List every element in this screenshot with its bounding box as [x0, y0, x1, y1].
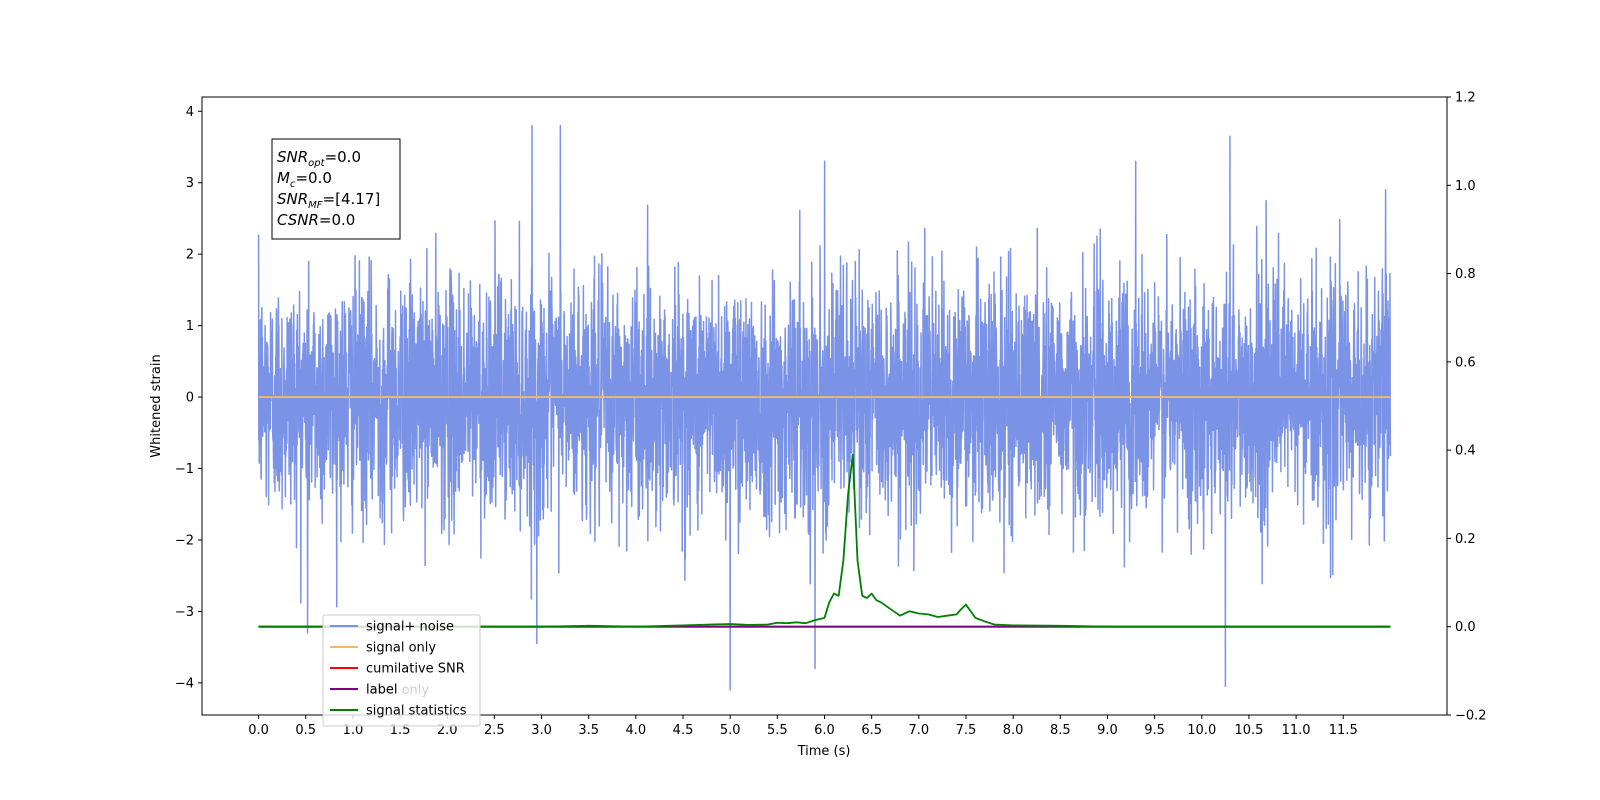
annotation-line: SNRMF=[4.17]	[277, 190, 380, 211]
x-tick-label: 2.0	[437, 723, 458, 738]
x-tick-label: 5.0	[720, 723, 741, 738]
x-tick-label: 0.0	[248, 723, 269, 738]
y-right-tick-label: 0.4	[1455, 444, 1476, 459]
x-axis: 0.0 0.5 1.0 1.5 2.0 2.5 3.0 3.5 4.0 4.5 5.0 5.5 6.0 6…	[248, 715, 1358, 738]
x-tick-label: 11.0	[1282, 723, 1311, 738]
legend-label: cumilative SNR	[366, 662, 465, 677]
y-tick-label: −2	[175, 533, 194, 548]
x-tick-label: 6.0	[814, 723, 835, 738]
x-tick-label: 7.0	[908, 723, 929, 738]
x-tick-label: 1.5	[390, 723, 411, 738]
annotation-frame	[271, 138, 401, 240]
annotation-line: SNRopt=0.0	[277, 148, 361, 169]
x-tick-label: 3.0	[531, 723, 552, 738]
y-right-tick-label: 0.8	[1455, 267, 1476, 282]
series-signal-statistics-line	[258, 453, 1391, 628]
y-right-tick-label: 1.2	[1455, 91, 1476, 106]
x-tick-label: 8.5	[1050, 723, 1071, 738]
x-tick-label: 4.0	[626, 723, 647, 738]
x-tick-label: 6.5	[861, 723, 882, 738]
y-tick-label: 2	[186, 248, 194, 263]
legend-label: signal only	[366, 641, 436, 656]
legend-label: signal statistics	[366, 704, 467, 719]
y-tick-label: 0	[186, 391, 194, 406]
x-tick-label: 0.5	[295, 723, 316, 738]
y-axis-label: Whitened strain	[149, 354, 164, 457]
x-axis-label: Time (s)	[797, 744, 851, 759]
x-tick-label: 5.5	[767, 723, 788, 738]
y-tick-label: −1	[175, 462, 194, 477]
x-tick-label: 11.5	[1329, 723, 1358, 738]
y-tick-label: −3	[175, 605, 194, 620]
legend-frame	[322, 614, 481, 727]
x-tick-label: 7.5	[956, 723, 977, 738]
y-tick-label: −4	[175, 676, 194, 691]
y-right-tick-label: 0.2	[1455, 532, 1476, 547]
x-tick-label: 8.0	[1003, 723, 1024, 738]
x-tick-label: 10.0	[1187, 723, 1216, 738]
y-tick-label: 4	[186, 105, 194, 120]
x-tick-label: 4.5	[673, 723, 694, 738]
y-tick-label: 1	[186, 319, 194, 334]
x-tick-label: 9.0	[1097, 723, 1118, 738]
x-tick-label: 3.5	[578, 723, 599, 738]
annotation-line: Mc=0.0	[277, 169, 332, 190]
y-right-tick-label: −0.2	[1455, 709, 1487, 724]
x-tick-label: 9.5	[1144, 723, 1165, 738]
annotation-line: CSNR=0.0	[277, 211, 355, 229]
legend-label: label	[366, 683, 397, 698]
x-tick-label: 2.5	[484, 723, 505, 738]
x-tick-label: 1.0	[343, 723, 364, 738]
y-right-tick-label: 0.6	[1455, 355, 1476, 370]
series-signal-noise-line	[257, 124, 1392, 691]
y-right-tick-label: 0.0	[1455, 620, 1476, 635]
legend-label: signal+ noise	[366, 620, 454, 635]
y-tick-label: 3	[186, 176, 194, 191]
y-axis-right: −0.2 0.0 0.2 0.4 0.6 0.8 1.0 1.2	[1447, 91, 1487, 724]
y-right-tick-label: 1.0	[1455, 179, 1476, 194]
x-tick-label: 10.5	[1234, 723, 1263, 738]
y-axis-left: −4 −3 −2 −1 0 1 2 3 4	[175, 105, 202, 691]
